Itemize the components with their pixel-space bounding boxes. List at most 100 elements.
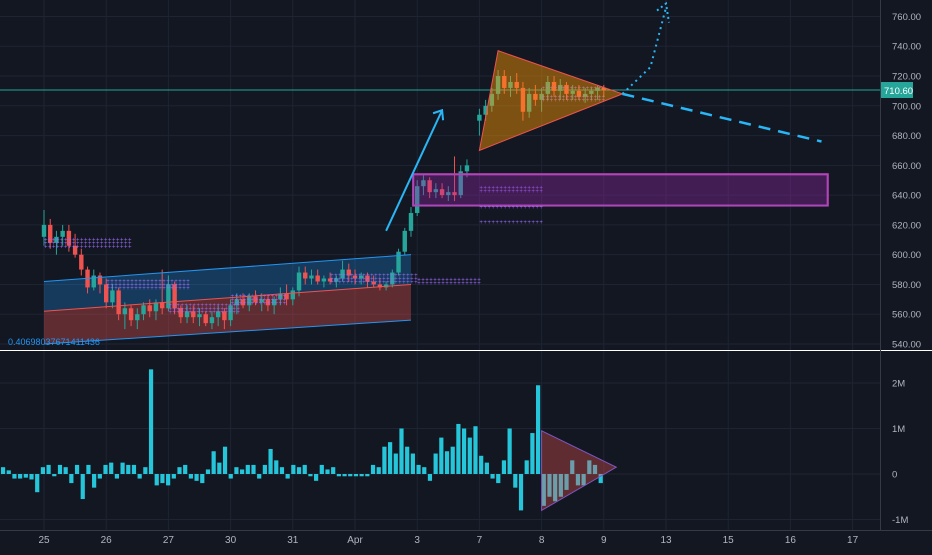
oscillator-bar[interactable] (18, 474, 23, 479)
candle-body[interactable] (54, 236, 59, 243)
oscillator-bar[interactable] (564, 474, 569, 490)
candle-body[interactable] (153, 302, 159, 312)
oscillator-bar[interactable] (336, 474, 341, 477)
candle-body[interactable] (209, 317, 215, 324)
oscillator-bar[interactable] (456, 423, 461, 474)
candle-body[interactable] (48, 224, 53, 243)
candle-body[interactable] (271, 299, 277, 306)
candle-body[interactable] (104, 284, 109, 303)
candle-body[interactable] (247, 296, 252, 306)
candle-body[interactable] (533, 93, 538, 100)
candle-body[interactable] (464, 165, 470, 172)
oscillator-bar[interactable] (177, 467, 182, 474)
oscillator-bar[interactable] (405, 446, 410, 474)
oscillator-bar[interactable] (109, 462, 114, 474)
oscillator-bar[interactable] (462, 428, 467, 475)
oscillator-bar[interactable] (69, 474, 74, 484)
oscillator-bar[interactable] (410, 453, 415, 474)
candle-body[interactable] (122, 308, 128, 315)
oscillator-bar[interactable] (393, 453, 398, 474)
candle-body[interactable] (452, 192, 457, 196)
oscillator-bar[interactable] (92, 474, 97, 488)
candle-body[interactable] (390, 272, 395, 285)
oscillator-bar[interactable] (291, 464, 296, 474)
candle-body[interactable] (228, 305, 233, 321)
oscillator-bar[interactable] (257, 474, 262, 479)
candle-body[interactable] (147, 305, 152, 312)
candle-body[interactable] (439, 189, 445, 196)
candle-body[interactable] (489, 93, 495, 106)
oscillator-bar[interactable] (416, 464, 421, 474)
oscillator-bar[interactable] (530, 433, 535, 474)
candle-body[interactable] (589, 90, 594, 94)
oscillator-bar[interactable] (86, 464, 91, 474)
oscillator-bar[interactable] (308, 474, 313, 477)
oscillator-bar[interactable] (314, 474, 319, 481)
oscillator-bar[interactable] (285, 474, 290, 479)
oscillator-bar[interactable] (222, 446, 228, 474)
candle-body[interactable] (371, 281, 376, 285)
oscillator-bar[interactable] (205, 469, 211, 474)
candle-body[interactable] (79, 254, 84, 270)
oscillator-bar[interactable] (6, 470, 11, 474)
candle-body[interactable] (564, 84, 569, 94)
candle-body[interactable] (315, 275, 320, 282)
candle-body[interactable] (234, 299, 240, 306)
oscillator-bar[interactable] (518, 474, 524, 511)
oscillator-bar[interactable] (234, 467, 239, 474)
candle-body[interactable] (595, 87, 600, 91)
candle-body[interactable] (284, 293, 289, 300)
oscillator-bar[interactable] (137, 474, 142, 479)
oscillator-bar[interactable] (23, 474, 28, 478)
channel-top-line[interactable] (43, 254, 412, 282)
oscillator-bar[interactable] (444, 451, 450, 474)
candle-body[interactable] (41, 224, 47, 237)
oscillator-bar[interactable] (166, 474, 171, 486)
oscillator-bar[interactable] (40, 467, 45, 474)
oscillator-bar[interactable] (473, 426, 478, 474)
oscillator-bar[interactable] (376, 467, 381, 474)
candle-body[interactable] (72, 245, 78, 255)
candle-body[interactable] (110, 290, 115, 303)
oscillator-bar[interactable] (348, 474, 353, 477)
oscillator-bar[interactable] (74, 464, 80, 474)
candle-body[interactable] (128, 308, 134, 321)
oscillator-bar[interactable] (80, 474, 85, 500)
candle-body[interactable] (97, 275, 103, 285)
oscillator-bar[interactable] (217, 462, 222, 474)
candle-body[interactable] (508, 81, 513, 88)
demand-zone-box[interactable] (412, 173, 829, 207)
candle-body[interactable] (215, 311, 221, 318)
oscillator-bar[interactable] (262, 464, 267, 474)
oscillator-bar[interactable] (240, 469, 245, 474)
oscillator-bar[interactable] (331, 467, 336, 474)
oscillator-bar[interactable] (103, 464, 108, 474)
oscillator-bar[interactable] (251, 464, 256, 474)
candle-body[interactable] (240, 299, 246, 306)
candle-body[interactable] (551, 81, 557, 91)
candle-body[interactable] (601, 87, 606, 91)
oscillator-bar[interactable] (581, 474, 586, 486)
oscillator-bar[interactable] (342, 474, 347, 477)
oscillator-bar[interactable] (200, 474, 205, 484)
candle-body[interactable] (421, 180, 426, 187)
oscillator-bar[interactable] (558, 474, 563, 497)
oscillator-bar[interactable] (120, 462, 125, 474)
oscillator-bar[interactable] (114, 474, 119, 479)
candle-body[interactable] (539, 93, 544, 100)
candle-body[interactable] (66, 230, 72, 246)
impulse-arrow-line[interactable] (385, 109, 443, 232)
candle-body[interactable] (159, 302, 165, 309)
channel-mid-line[interactable] (43, 283, 412, 312)
candle-body[interactable] (166, 284, 171, 309)
candle-body[interactable] (520, 87, 526, 112)
oscillator-bar[interactable] (52, 474, 57, 477)
oscillator-bar[interactable] (553, 474, 558, 502)
oscillator-bar[interactable] (131, 464, 137, 474)
projection-dotted-line[interactable] (621, 7, 667, 95)
oscillator-bar[interactable] (592, 464, 598, 474)
oscillator-bar[interactable] (0, 467, 6, 474)
candle-body[interactable] (570, 90, 575, 94)
oscillator-bar[interactable] (245, 464, 250, 474)
oscillator-bar[interactable] (148, 369, 154, 474)
